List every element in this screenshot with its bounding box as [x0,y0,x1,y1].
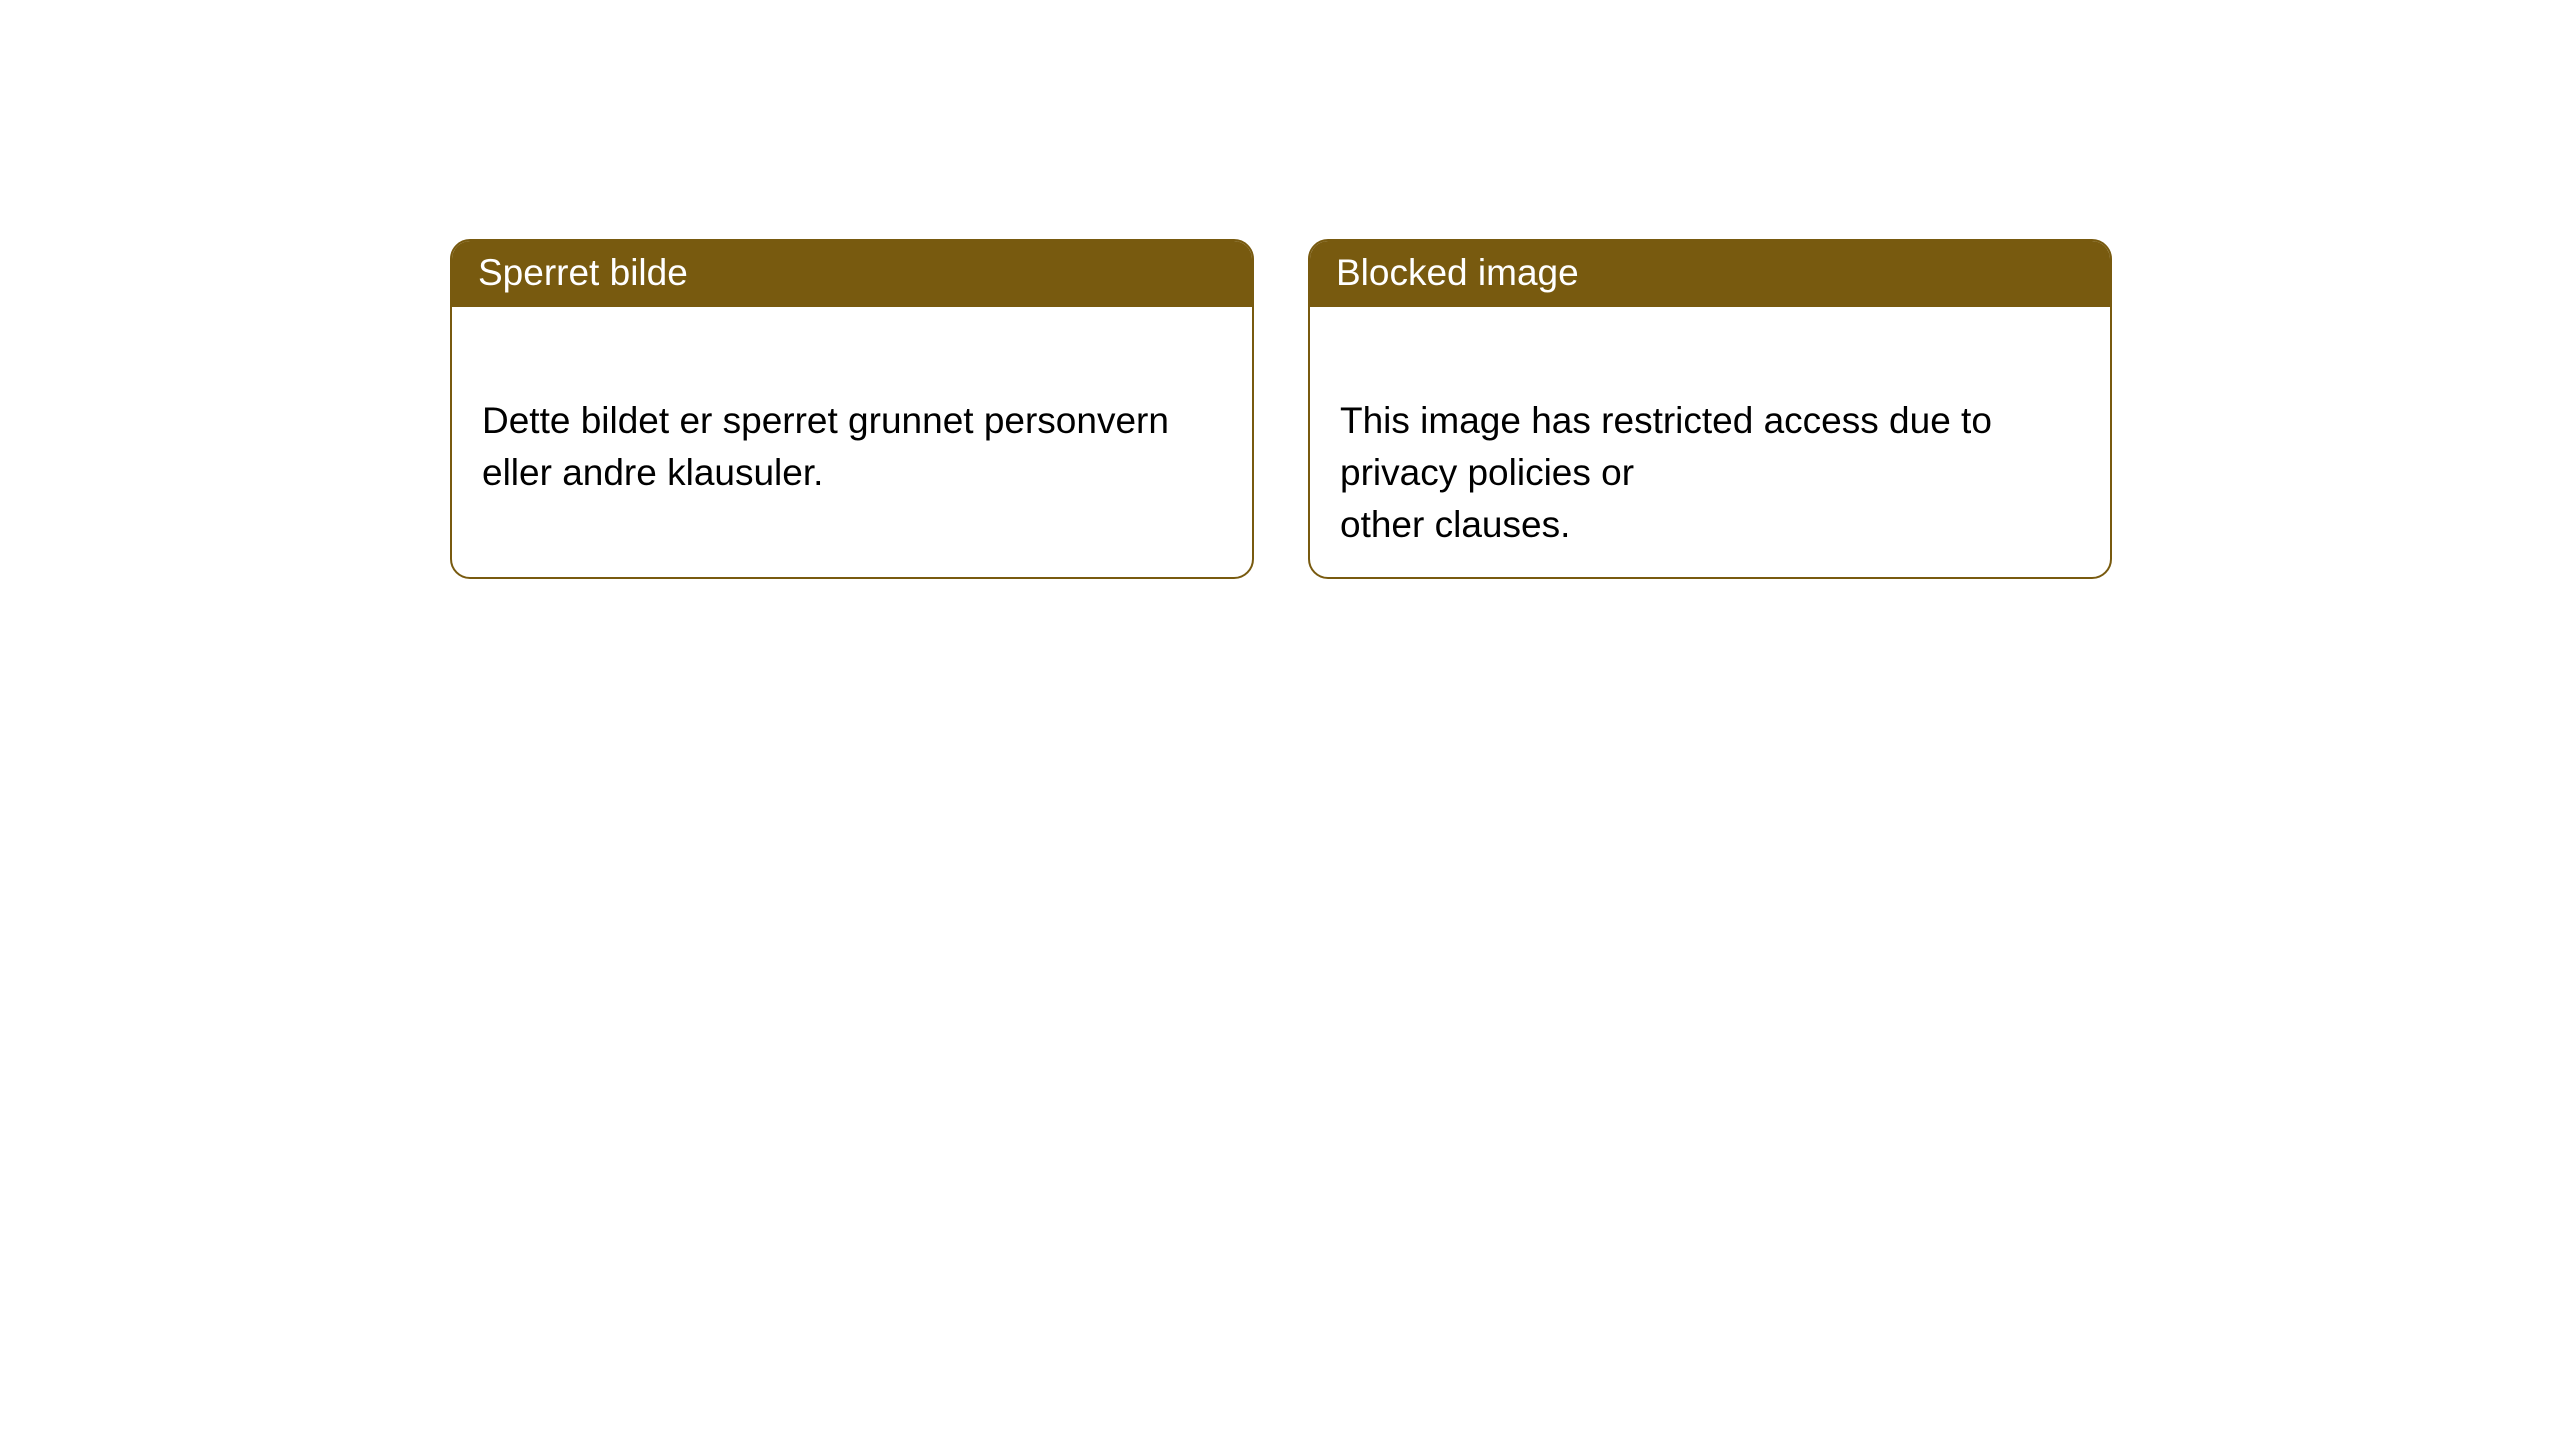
card-body-text: This image has restricted access due to … [1340,400,1992,545]
cards-container: Sperret bilde Dette bildet er sperret gr… [0,0,2560,579]
card-header: Blocked image [1310,241,2110,307]
card-title: Sperret bilde [478,252,688,293]
blocked-image-card-en: Blocked image This image has restricted … [1308,239,2112,579]
card-title: Blocked image [1336,252,1579,293]
card-body: Dette bildet er sperret grunnet personve… [452,307,1252,528]
card-body: This image has restricted access due to … [1310,307,2110,579]
blocked-image-card-no: Sperret bilde Dette bildet er sperret gr… [450,239,1254,579]
card-header: Sperret bilde [452,241,1252,307]
card-body-text: Dette bildet er sperret grunnet personve… [482,400,1169,493]
